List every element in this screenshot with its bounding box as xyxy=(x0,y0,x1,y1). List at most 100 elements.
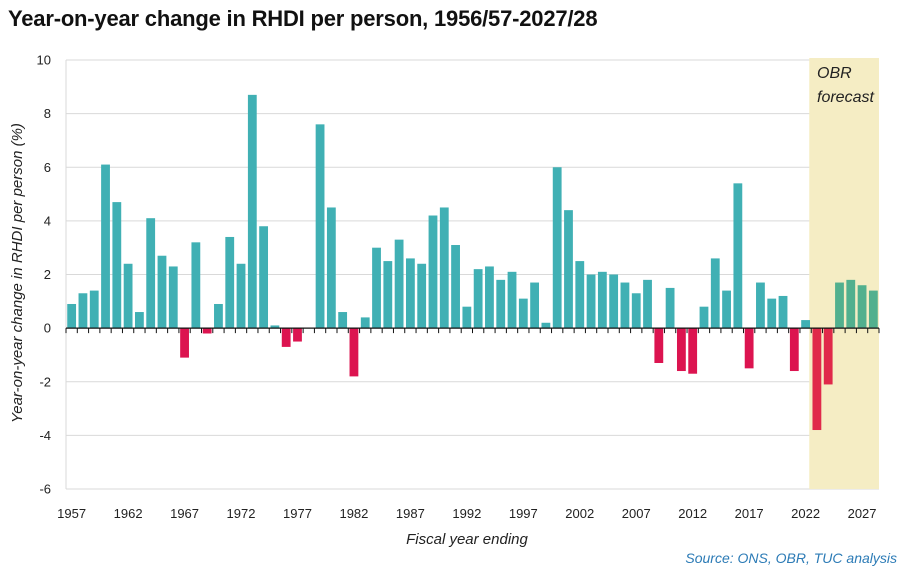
x-tick-label: 2017 xyxy=(735,506,764,521)
bar-2024 xyxy=(823,328,833,385)
bar-1977 xyxy=(293,328,302,342)
bars xyxy=(67,94,878,431)
bar-2001 xyxy=(564,210,573,329)
x-tick-label: 1972 xyxy=(227,506,256,521)
bar-2027 xyxy=(857,285,867,329)
x-tick-label: 2022 xyxy=(791,506,820,521)
x-tick-label: 1957 xyxy=(57,506,86,521)
y-axis-tick-labels: -6 -4 -2 0 2 4 6 8 10 xyxy=(37,53,51,497)
bar-1982 xyxy=(349,328,359,377)
bar-2006 xyxy=(620,282,630,329)
x-tick-label: 1962 xyxy=(114,506,143,521)
x-tick-label: 1977 xyxy=(283,506,312,521)
bar-1967 xyxy=(180,328,189,358)
bar-1981 xyxy=(338,312,348,329)
bar-2015 xyxy=(722,290,731,329)
bar-1957 xyxy=(67,303,77,329)
bar-1991 xyxy=(451,245,460,329)
bar-1966 xyxy=(168,266,178,329)
x-tick-label: 1997 xyxy=(509,506,538,521)
bar-1961 xyxy=(112,202,122,329)
bar-2002 xyxy=(575,261,585,329)
bar-1985 xyxy=(383,261,393,329)
bar-2016 xyxy=(733,183,743,329)
bar-1962 xyxy=(123,263,133,329)
bar-2003 xyxy=(586,274,596,329)
bar-1980 xyxy=(326,207,336,329)
x-tick-label: 2002 xyxy=(565,506,594,521)
bar-1999 xyxy=(541,322,551,329)
bar-2008 xyxy=(643,279,652,329)
bar-1989 xyxy=(428,215,438,329)
bar-2017 xyxy=(744,328,754,369)
bar-1965 xyxy=(157,255,167,329)
x-tick-label: 1982 xyxy=(339,506,368,521)
bar-1963 xyxy=(134,312,144,329)
bar-2012 xyxy=(688,328,698,374)
bar-2014 xyxy=(710,258,720,329)
bar-1993 xyxy=(473,269,483,329)
bar-1969 xyxy=(202,328,212,334)
x-tick-label: 2007 xyxy=(622,506,651,521)
forecast-label-line1: OBR xyxy=(817,65,852,82)
y-tick-label: -2 xyxy=(39,374,51,389)
bar-1960 xyxy=(101,164,110,329)
bar-1995 xyxy=(496,279,506,329)
x-tick-label: 1987 xyxy=(396,506,425,521)
bar-1994 xyxy=(485,266,494,329)
bar-1987 xyxy=(405,258,415,329)
y-tick-label: 10 xyxy=(37,53,51,68)
bar-1996 xyxy=(507,271,517,329)
y-tick-label: 2 xyxy=(44,267,51,282)
bar-1959 xyxy=(89,290,99,329)
bar-2009 xyxy=(654,328,664,363)
bar-1974 xyxy=(259,226,269,329)
source-note: Source: ONS, OBR, TUC analysis xyxy=(685,550,897,566)
gridlines xyxy=(65,59,879,490)
bar-2021 xyxy=(789,328,799,372)
x-axis-tick-labels: 1957 1962 1967 1972 1977 1982 1987 1992 1997 2002… xyxy=(57,506,876,521)
bar-2013 xyxy=(699,306,709,329)
bar-2010 xyxy=(665,287,675,329)
x-tick-label: 1992 xyxy=(452,506,481,521)
bar-2004 xyxy=(597,271,607,329)
bar-2018 xyxy=(756,282,765,329)
y-tick-label: -6 xyxy=(39,482,51,497)
bar-1971 xyxy=(225,236,235,329)
bar-1983 xyxy=(360,317,370,329)
bar-2028 xyxy=(868,290,878,329)
bar-1958 xyxy=(78,293,88,329)
bar-2000 xyxy=(552,167,562,329)
bar-1976 xyxy=(281,328,291,347)
x-tick-label: 1967 xyxy=(170,506,199,521)
bar-1975 xyxy=(270,325,280,329)
chart-title: Year-on-year change in RHDI per person, … xyxy=(8,6,598,31)
bar-2022 xyxy=(801,320,811,329)
bar-1984 xyxy=(372,247,381,329)
bar-1964 xyxy=(146,218,156,329)
bar-1992 xyxy=(462,306,472,329)
bar-2025 xyxy=(835,282,844,329)
bar-1973 xyxy=(247,94,257,329)
bar-1968 xyxy=(191,242,201,329)
x-tick-label: 2027 xyxy=(848,506,877,521)
y-tick-label: 6 xyxy=(44,160,51,175)
y-tick-label: 4 xyxy=(44,213,51,228)
bar-2011 xyxy=(676,328,686,372)
bar-1979 xyxy=(315,124,325,329)
bar-1997 xyxy=(518,298,528,329)
bar-1972 xyxy=(236,263,246,329)
bar-1990 xyxy=(439,207,449,329)
bar-1970 xyxy=(214,303,223,329)
x-axis xyxy=(65,327,880,334)
x-axis-title: Fiscal year ending xyxy=(406,531,528,548)
forecast-label-line2: forecast xyxy=(817,89,874,106)
y-tick-label: -4 xyxy=(39,428,51,443)
y-tick-label: 8 xyxy=(44,106,51,121)
bar-2019 xyxy=(767,298,777,329)
y-axis-title: Year-on-year change in RHDI per person (… xyxy=(9,123,26,423)
bar-2026 xyxy=(846,279,856,329)
y-tick-label: 0 xyxy=(44,321,51,336)
bar-1988 xyxy=(417,263,427,329)
